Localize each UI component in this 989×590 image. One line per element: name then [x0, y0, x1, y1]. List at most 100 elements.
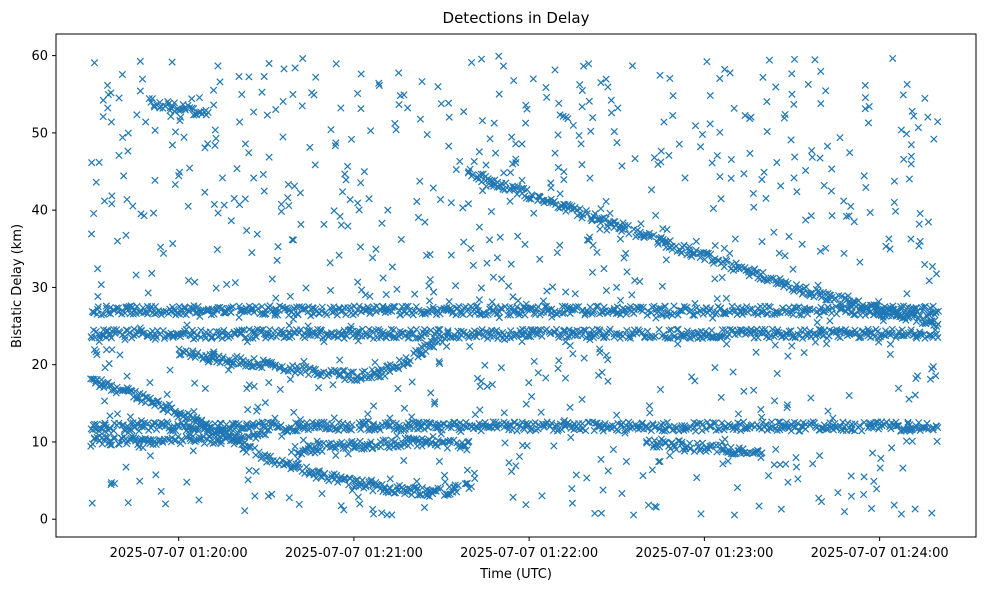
detection-marker [709, 314, 717, 322]
detection-marker [572, 471, 580, 479]
detection-marker [651, 332, 660, 340]
detection-marker [372, 245, 380, 253]
detection-marker [772, 445, 780, 454]
detection-marker [212, 134, 220, 142]
detection-marker [388, 263, 397, 271]
detection-marker [368, 374, 376, 382]
detection-marker [732, 259, 740, 267]
detection-marker [107, 118, 116, 126]
detection-marker [108, 346, 116, 354]
detection-marker [127, 434, 135, 443]
detection-marker [456, 157, 464, 165]
detection-marker [925, 277, 933, 285]
detection-marker [858, 427, 866, 435]
detection-marker [259, 420, 267, 428]
detection-marker [829, 414, 837, 422]
detection-marker [256, 427, 265, 435]
detection-marker [189, 335, 198, 343]
detection-marker [124, 499, 132, 507]
detection-marker [358, 286, 366, 294]
detection-marker [353, 306, 362, 314]
detection-marker [744, 266, 752, 274]
detection-marker [263, 111, 272, 119]
detection-marker [477, 284, 486, 292]
detection-marker [897, 331, 905, 340]
detection-marker [798, 307, 807, 315]
detection-marker [138, 75, 147, 83]
detection-marker [534, 326, 543, 334]
detection-marker [784, 352, 792, 360]
detection-marker [873, 328, 882, 336]
detection-marker [890, 198, 898, 206]
detection-marker [211, 126, 219, 134]
detection-marker [537, 309, 546, 317]
detection-marker [790, 55, 799, 63]
detection-marker [201, 384, 209, 393]
detection-marker [259, 325, 267, 334]
detection-marker [133, 394, 141, 402]
detection-marker [353, 373, 361, 381]
detection-marker [522, 419, 530, 428]
detection-marker [447, 251, 455, 259]
detection-marker [716, 173, 724, 181]
detection-marker [423, 485, 431, 494]
detection-marker [750, 203, 758, 211]
detection-marker [596, 348, 604, 357]
detection-marker [916, 209, 924, 218]
detection-marker [435, 359, 444, 368]
detection-marker [523, 442, 531, 450]
detection-marker [444, 491, 452, 499]
detection-marker [312, 474, 320, 482]
detection-marker [486, 305, 494, 313]
detection-marker [656, 71, 664, 79]
detection-marker [667, 326, 675, 334]
detection-marker [214, 435, 222, 443]
detection-marker [751, 329, 760, 338]
detection-marker [907, 426, 915, 434]
detection-marker [243, 338, 251, 346]
detection-marker [906, 421, 914, 429]
detection-marker [916, 237, 924, 245]
detection-marker [224, 366, 233, 374]
detection-marker [741, 425, 749, 433]
detection-marker [613, 138, 621, 147]
detection-marker [277, 200, 285, 208]
detection-marker [332, 440, 341, 448]
detection-marker [508, 133, 516, 141]
detection-marker [106, 331, 114, 340]
detection-marker [534, 369, 542, 377]
detection-marker [760, 168, 768, 176]
detection-marker [437, 430, 445, 438]
detection-marker [302, 284, 310, 292]
detection-marker [550, 442, 558, 450]
detection-marker [817, 328, 825, 336]
detection-marker [163, 390, 171, 398]
detection-marker [243, 420, 251, 428]
detection-marker [277, 207, 286, 216]
detection-marker [348, 486, 356, 495]
detection-marker [647, 186, 656, 194]
detection-marker [304, 331, 312, 339]
detection-marker [97, 311, 106, 319]
detection-marker [765, 56, 774, 64]
detection-marker [842, 212, 851, 220]
detection-marker [562, 288, 570, 296]
detection-marker [568, 499, 577, 507]
detection-marker [298, 102, 306, 110]
detection-marker [311, 422, 319, 431]
detection-marker [284, 180, 293, 189]
detection-marker [330, 308, 338, 316]
detection-marker [235, 420, 243, 428]
detection-marker [311, 366, 320, 374]
detection-marker [722, 310, 730, 318]
detection-marker [531, 419, 539, 427]
detection-marker [443, 444, 452, 452]
detection-marker [912, 317, 921, 326]
detection-marker [717, 195, 725, 203]
detection-marker [716, 334, 725, 342]
detection-marker [674, 325, 682, 333]
detection-marker [261, 399, 269, 407]
detection-marker [908, 437, 916, 445]
detection-marker [711, 419, 720, 427]
detection-marker [890, 177, 899, 185]
